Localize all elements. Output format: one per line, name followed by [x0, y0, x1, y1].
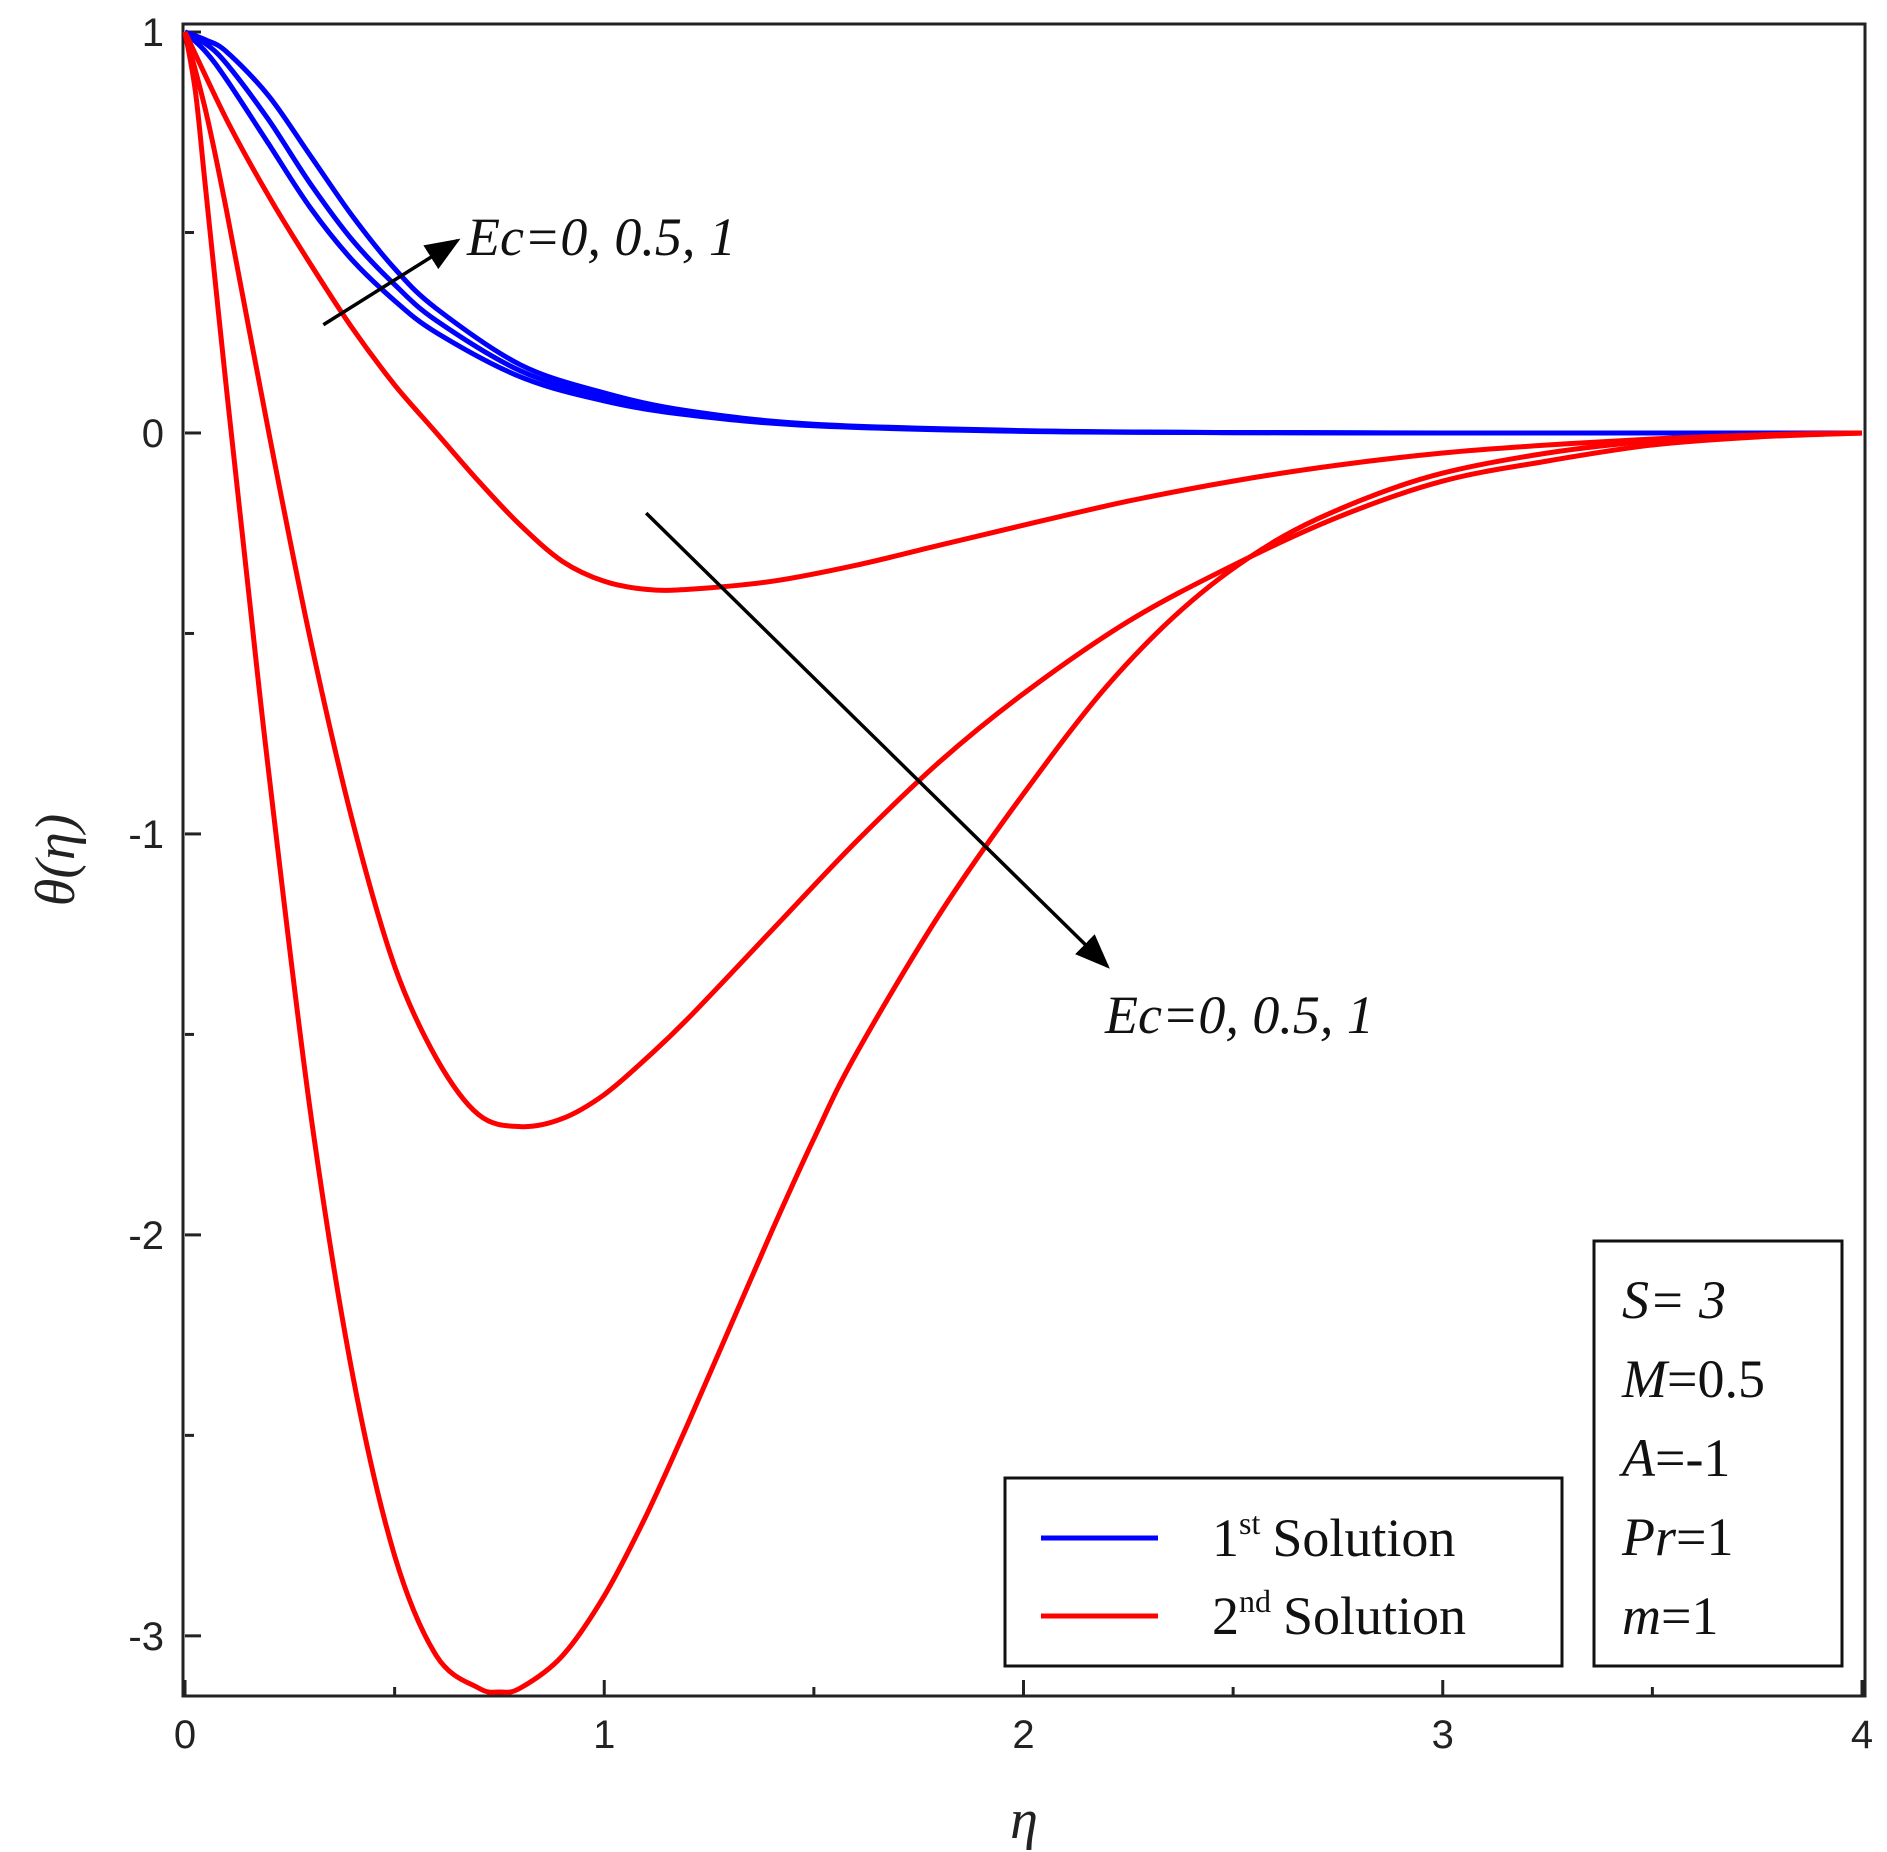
- y-axis-title: θ(η): [25, 814, 87, 907]
- legend-label: 2nd Solution: [1212, 1583, 1466, 1646]
- series-line-2: [184, 29, 1862, 436]
- y-tick-label: 0: [142, 412, 164, 456]
- parameter-line: M=0.5: [1621, 1349, 1765, 1409]
- y-tick-label: -1: [128, 813, 164, 857]
- parameter-line: S= 3: [1622, 1270, 1726, 1330]
- x-tick-label: 4: [1851, 1713, 1873, 1757]
- legend-label: 1st Solution: [1212, 1505, 1455, 1568]
- legend-box: [1003, 1476, 1564, 1668]
- x-tick-label: 3: [1432, 1713, 1454, 1757]
- x-tick-label: 0: [174, 1713, 196, 1757]
- x-axis-title: η: [1010, 1789, 1038, 1851]
- x-tick-label: 1: [593, 1713, 615, 1757]
- series-line-0: [183, 30, 1862, 436]
- series-line-3: [182, 30, 1863, 593]
- x-tick-label: 2: [1012, 1713, 1034, 1757]
- annotation-arrow-1: [644, 511, 1110, 969]
- y-tick-label: -3: [128, 1615, 164, 1659]
- annotation-ec-first: Ec=0, 0.5, 1: [466, 207, 736, 267]
- parameter-line: A=-1: [1619, 1428, 1730, 1488]
- parameter-line: Pr=1: [1621, 1507, 1733, 1567]
- parameter-box: S= 3 M=0.5 A=-1 Pr=1 m=1: [1592, 1239, 1844, 1668]
- series-line-1: [183, 29, 1862, 436]
- series-line-4: [182, 31, 1863, 1130]
- y-tick-label: -2: [128, 1214, 164, 1258]
- annotation-arrow-0: [322, 238, 461, 327]
- y-tick-label: 1: [142, 11, 164, 55]
- series-line-5: [182, 31, 1863, 1695]
- legend: 1st Solution 2nd Solution: [1003, 1476, 1564, 1668]
- parameter-box-frame: [1592, 1239, 1844, 1668]
- parameter-line: m=1: [1622, 1586, 1718, 1646]
- annotation-ec-second: Ec=0, 0.5, 1: [1104, 985, 1374, 1045]
